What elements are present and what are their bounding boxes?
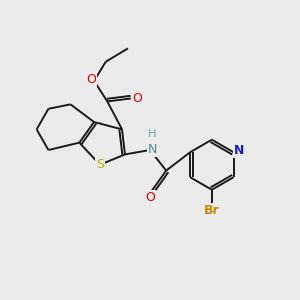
- Text: O: O: [86, 73, 96, 86]
- Text: O: O: [132, 92, 142, 105]
- Text: N: N: [234, 144, 244, 157]
- Text: N: N: [148, 143, 157, 157]
- Text: Br: Br: [204, 204, 220, 217]
- Text: O: O: [145, 191, 155, 204]
- Text: S: S: [96, 158, 104, 171]
- Text: H: H: [148, 129, 157, 139]
